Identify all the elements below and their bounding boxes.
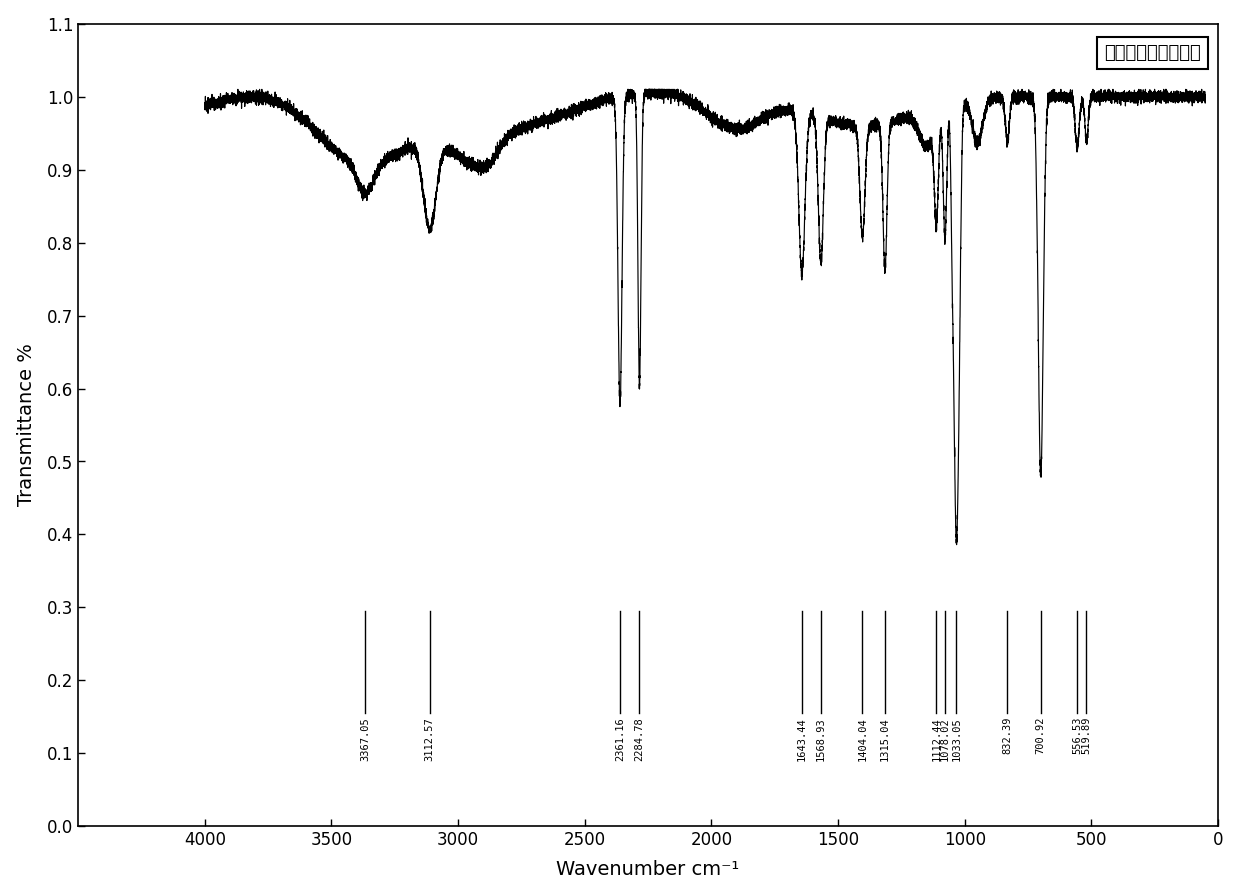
Text: 磺化石墨烯红外图谱: 磺化石墨烯红外图谱: [1105, 44, 1202, 62]
X-axis label: Wavenumber cm⁻¹: Wavenumber cm⁻¹: [557, 860, 740, 879]
Text: 1033.05: 1033.05: [951, 717, 961, 761]
Text: 1078.02: 1078.02: [940, 717, 950, 761]
Text: 2284.78: 2284.78: [635, 717, 645, 761]
Text: 832.39: 832.39: [1002, 717, 1012, 754]
Text: 3112.57: 3112.57: [424, 717, 434, 761]
Text: 1315.04: 1315.04: [880, 717, 890, 761]
Text: 2361.16: 2361.16: [615, 717, 625, 761]
Y-axis label: Transmittance %: Transmittance %: [16, 343, 36, 506]
Text: 1112.44: 1112.44: [931, 717, 941, 761]
Text: 3367.05: 3367.05: [360, 717, 370, 761]
Text: 519.89: 519.89: [1081, 717, 1091, 754]
Text: 1643.44: 1643.44: [797, 717, 807, 761]
Text: 556.53: 556.53: [1073, 717, 1083, 754]
Text: 1404.04: 1404.04: [857, 717, 868, 761]
Text: 700.92: 700.92: [1035, 717, 1045, 754]
Text: 1568.93: 1568.93: [816, 717, 826, 761]
